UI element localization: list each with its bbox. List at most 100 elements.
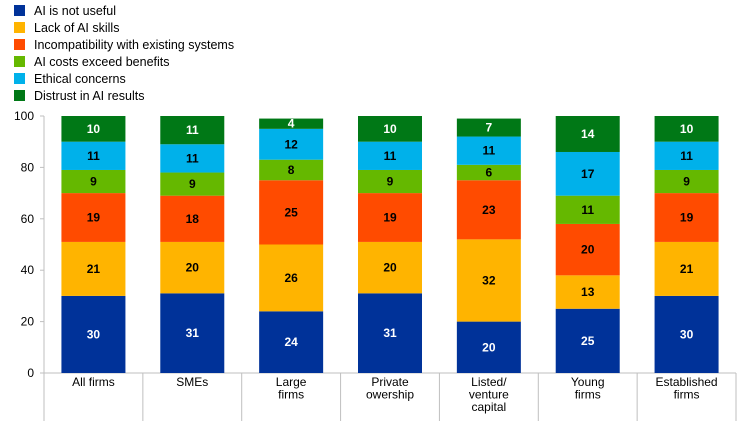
legend-swatch <box>14 90 25 101</box>
bar-segment <box>654 193 719 242</box>
bar-segment <box>358 169 422 194</box>
legend-label: Distrust in AI results <box>34 88 145 103</box>
bar-segment <box>259 128 324 160</box>
bar-segment <box>456 136 521 165</box>
bar-value-label: 9 <box>90 175 97 189</box>
x-category-label: All firms <box>72 375 115 389</box>
legend-item: AI is not useful <box>14 2 234 19</box>
bar-value-label: 19 <box>87 211 101 225</box>
bar-value-label: 31 <box>186 326 200 340</box>
chart-legend: AI is not useful Lack of AI skills Incompa… <box>14 2 234 104</box>
legend-label: Incompatibility with existing systems <box>34 37 235 52</box>
legend-swatch <box>14 5 25 16</box>
legend-swatch <box>14 39 25 50</box>
legend-item: Lack of AI skills <box>14 19 234 36</box>
bar-segment <box>61 295 126 373</box>
bar-value-label: 11 <box>186 151 199 165</box>
bar-segment <box>61 193 126 242</box>
bar-segment <box>259 180 324 245</box>
x-category-label: venture <box>469 388 509 402</box>
bar-segment <box>160 293 225 373</box>
legend-label: AI costs exceed benefits <box>34 54 170 69</box>
bar-segment <box>358 141 422 170</box>
bar-segment <box>654 241 719 296</box>
bar-segment <box>160 195 225 242</box>
legend-label: Ethical concerns <box>34 71 126 86</box>
bar-value-label: 18 <box>186 212 200 226</box>
bar-segment <box>358 241 422 294</box>
bar-segment <box>555 275 620 309</box>
bar-value-label: 20 <box>482 340 496 354</box>
legend-label: AI is not useful <box>34 3 116 18</box>
bar-value-label: 11 <box>680 149 693 163</box>
bar-value-label: 11 <box>87 149 100 163</box>
bar-value-label: 11 <box>483 144 496 158</box>
legend-swatch <box>14 22 25 33</box>
x-category-label: capital <box>472 400 507 414</box>
bar-segment <box>61 169 126 194</box>
bar-segment <box>555 116 620 152</box>
y-tick-label: 100 <box>14 109 34 123</box>
y-tick-label: 0 <box>27 366 34 380</box>
bar-segment <box>456 118 521 137</box>
bar-value-label: 8 <box>288 163 295 177</box>
x-category-label: owership <box>366 388 414 402</box>
bar-value-label: 9 <box>683 175 690 189</box>
bar-value-label: 24 <box>284 335 298 349</box>
bar-value-label: 30 <box>680 327 694 341</box>
x-category-label: Young <box>571 375 605 389</box>
bar-segment <box>160 144 225 173</box>
bar-value-label: 12 <box>284 137 298 151</box>
bar-segment <box>259 118 324 129</box>
bar-segment <box>61 141 126 170</box>
bar-segment <box>555 308 620 373</box>
bar-value-label: 17 <box>581 167 595 181</box>
bar-value-label: 23 <box>482 203 496 217</box>
bar-value-label: 10 <box>87 122 101 136</box>
bar-value-label: 4 <box>288 117 295 131</box>
bar-value-label: 6 <box>486 166 493 180</box>
bar-segment <box>555 195 620 224</box>
bar-value-label: 10 <box>383 122 397 136</box>
bar-segment <box>358 116 422 142</box>
bar-value-label: 25 <box>581 334 595 348</box>
bar-value-label: 32 <box>482 273 496 287</box>
legend-item: Distrust in AI results <box>14 87 234 104</box>
bar-segment <box>160 116 225 145</box>
bar-value-label: 7 <box>486 121 493 135</box>
bar-value-label: 11 <box>384 149 397 163</box>
x-category-label: SMEs <box>176 375 208 389</box>
bar-value-label: 10 <box>680 122 694 136</box>
legend-swatch <box>14 56 25 67</box>
bar-value-label: 13 <box>581 285 595 299</box>
bar-segment <box>654 169 719 194</box>
x-category-label: Large <box>276 375 307 389</box>
bar-segment <box>654 295 719 373</box>
bar-segment <box>358 193 422 242</box>
bar-segment <box>358 293 422 373</box>
bar-value-label: 21 <box>680 262 694 276</box>
bar-value-label: 19 <box>383 211 397 225</box>
bar-segment <box>456 321 521 373</box>
bar-value-label: 14 <box>581 127 595 141</box>
x-category-label: firms <box>575 388 601 402</box>
x-category-label: firms <box>278 388 304 402</box>
bar-segment <box>456 180 521 240</box>
legend-label: Lack of AI skills <box>34 20 120 35</box>
bar-segment <box>456 239 521 322</box>
bar-value-label: 19 <box>680 211 694 225</box>
bar-value-label: 31 <box>383 326 397 340</box>
y-tick-label: 20 <box>21 315 35 329</box>
bar-value-label: 25 <box>284 205 298 219</box>
bar-value-label: 9 <box>387 175 394 189</box>
bar-value-label: 9 <box>189 177 196 191</box>
bar-segment <box>61 116 126 142</box>
y-tick-label: 80 <box>21 160 35 174</box>
legend-item: Ethical concerns <box>14 70 234 87</box>
y-tick-label: 40 <box>21 263 35 277</box>
bar-value-label: 20 <box>581 243 595 257</box>
bar-value-label: 30 <box>87 327 101 341</box>
x-category-label: Private <box>371 375 409 389</box>
bar-segment <box>259 311 324 373</box>
